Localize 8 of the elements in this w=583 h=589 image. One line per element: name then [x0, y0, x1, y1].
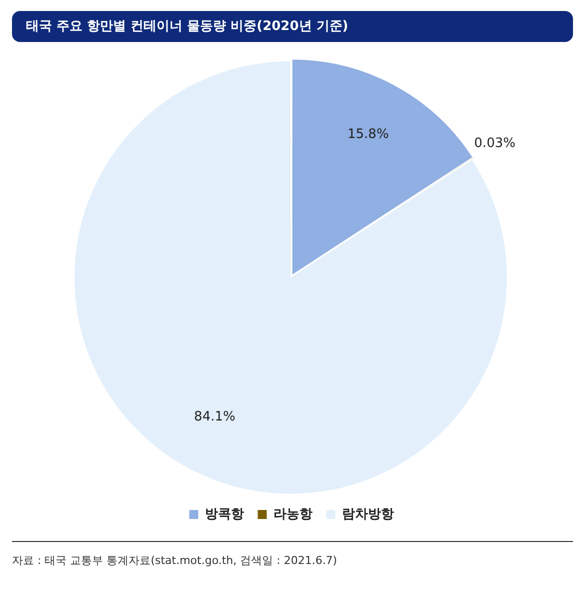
data-label: 15.8% [348, 126, 389, 142]
legend-label: 방콕항 [204, 506, 244, 522]
chart-title: 태국 주요 항만별 컨테이너 물동량 비중(2020년 기준) [12, 11, 573, 42]
legend-label: 라농항 [273, 506, 312, 522]
data-label: 0.03% [474, 136, 516, 152]
data-label: 84.1% [194, 410, 236, 425]
text: 자료 : 태국 교통부 통계자료(stat.mot.go.th, 검색일 : 2021.6.7) [12, 553, 338, 568]
legend-label: 람차방항 [342, 506, 394, 522]
